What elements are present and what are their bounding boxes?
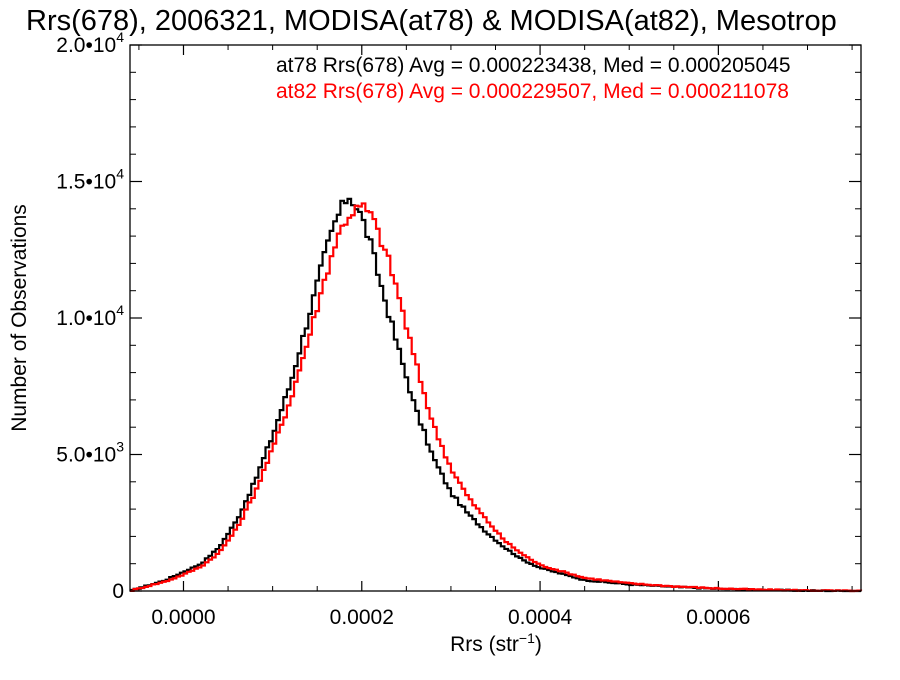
x-axis-label: Rrs (str−1) bbox=[450, 630, 542, 656]
y-tick-label-mantissa: 5.0•10 bbox=[56, 444, 116, 467]
x-tick-label: 0.0004 bbox=[508, 606, 573, 629]
series-line-at82 bbox=[130, 202, 863, 593]
chart-title: Rrs(678), 2006321, MODISA(at78) & MODISA… bbox=[26, 5, 837, 37]
x-tick-label: 0.0000 bbox=[151, 606, 215, 629]
x-tick-label: 0.0006 bbox=[686, 606, 750, 629]
y-tick-label-exponent: 4 bbox=[116, 302, 124, 318]
series-line-at78 bbox=[130, 197, 861, 593]
x-axis-label-exponent: −1 bbox=[519, 630, 535, 646]
y-tick-label-mantissa: 2.0•10 bbox=[56, 34, 116, 57]
x-axis-label-main: Rrs (str bbox=[450, 633, 519, 656]
series-layer bbox=[130, 197, 863, 593]
x-axis-ticks: 0.0000 0.0002 0.0004 0.0006 bbox=[138, 45, 853, 629]
y-tick-label: 5.0•103 bbox=[56, 439, 124, 467]
y-tick-label-exponent: 4 bbox=[116, 29, 124, 45]
y-tick-label-exponent: 4 bbox=[116, 166, 124, 182]
legend-stats-at78: at78 Rrs(678) Avg = 0.000223438, Med = 0… bbox=[276, 54, 791, 77]
x-tick-label: 0.0002 bbox=[330, 606, 394, 629]
y-tick-label-mantissa: 0 bbox=[112, 580, 124, 603]
y-tick-label: 1.5•104 bbox=[56, 166, 124, 194]
plot-frame bbox=[129, 44, 862, 592]
x-axis-label-close: ) bbox=[535, 633, 542, 656]
y-tick-label: 2.0•104 bbox=[56, 29, 124, 57]
y-tick-label: 1.0•104 bbox=[56, 302, 124, 330]
y-tick-label-exponent: 3 bbox=[116, 439, 124, 455]
legend-stats-at82: at82 Rrs(678) Avg = 0.000229507, Med = 0… bbox=[276, 80, 789, 103]
y-axis-label: Number of Observations bbox=[8, 204, 31, 432]
y-tick-label-mantissa: 1.5•10 bbox=[56, 171, 116, 194]
y-tick-label: 0 bbox=[112, 580, 124, 603]
y-tick-label-mantissa: 1.0•10 bbox=[56, 307, 116, 330]
legend: at78 Rrs(678) Avg = 0.000223438, Med = 0… bbox=[276, 54, 791, 103]
